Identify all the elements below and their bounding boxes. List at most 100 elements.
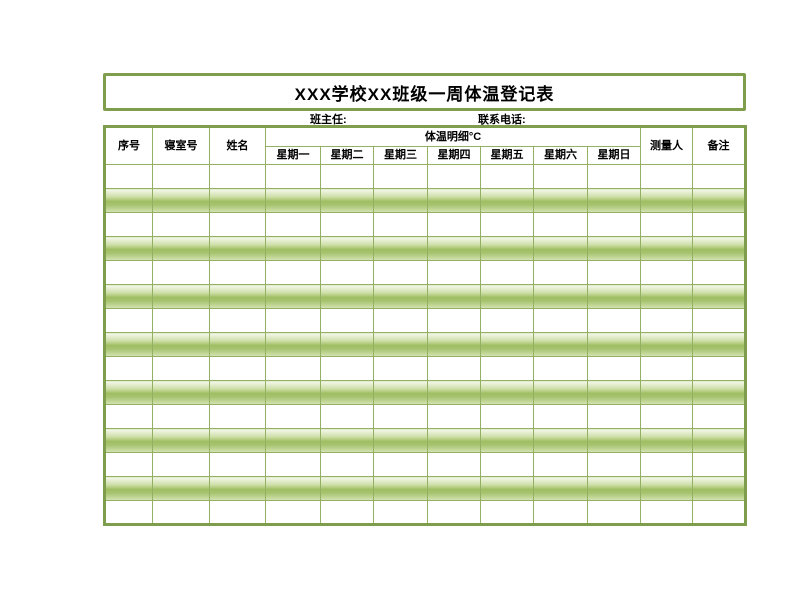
table-cell [320, 476, 374, 501]
table-cell [209, 380, 266, 405]
table-cell [533, 260, 588, 285]
table-cell [209, 212, 266, 237]
table-cell [533, 212, 588, 237]
table-cell [320, 404, 374, 429]
table-cell [533, 428, 588, 453]
table-cell [427, 500, 481, 525]
table-cell [427, 260, 481, 285]
table-cell [373, 356, 428, 381]
table-cell [480, 164, 534, 189]
table-cell [586, 260, 642, 285]
table-cell [480, 380, 534, 405]
table-cell [533, 164, 588, 189]
table-cell [480, 284, 534, 309]
header-row-top: 序号 寝室号 姓名 体温明细°C 测量人 备注 [104, 126, 747, 165]
table-cell [427, 476, 481, 501]
table-cell [640, 380, 694, 405]
table-cell [427, 332, 481, 357]
table-cell [209, 236, 266, 261]
table-cell [152, 188, 210, 213]
table-cell [104, 260, 153, 285]
table-cell [692, 476, 747, 501]
table-cell [586, 428, 642, 453]
table-cell [480, 476, 534, 501]
table-cell [427, 380, 481, 405]
table-cell [427, 236, 481, 261]
table-cell [152, 476, 210, 501]
table-cell [152, 212, 210, 237]
table-cell [692, 404, 747, 429]
table-cell [373, 164, 428, 189]
table-cell [533, 476, 588, 501]
table-cell [692, 260, 747, 285]
phone-label: 联系电话: [478, 114, 526, 126]
table-cell [480, 260, 534, 285]
table-cell [104, 164, 153, 189]
table-cell [427, 404, 481, 429]
table-cell [640, 428, 694, 453]
table-cell [320, 308, 374, 333]
table-cell [152, 332, 210, 357]
header-day-wednesday: 星期三 [373, 146, 428, 165]
table-cell [692, 236, 747, 261]
table-cell [692, 188, 747, 213]
table-cell [320, 164, 374, 189]
table-cell [373, 380, 428, 405]
table-row [104, 500, 747, 525]
table-cell [480, 212, 534, 237]
table-cell [427, 188, 481, 213]
table-cell [320, 260, 374, 285]
table-cell [373, 236, 428, 261]
table-row [104, 332, 747, 357]
table-cell [265, 452, 321, 477]
page-title: XXX学校XX班级一周体温登记表 [294, 84, 555, 104]
header-day-tuesday: 星期二 [320, 146, 374, 165]
table-cell [209, 428, 266, 453]
table-cell [152, 356, 210, 381]
table-cell [209, 500, 266, 525]
header-row-days: 星期一 星期二 星期三 星期四 星期五 星期六 星期日 [105, 146, 746, 165]
table-row [104, 476, 747, 501]
table-cell [640, 260, 694, 285]
table-cell [320, 428, 374, 453]
table-cell [533, 380, 588, 405]
table-cell [427, 212, 481, 237]
table-cell [480, 236, 534, 261]
table-cell [640, 356, 694, 381]
table-cell [104, 308, 153, 333]
table-cell [373, 500, 428, 525]
table-cell [533, 452, 588, 477]
table-row [104, 260, 747, 285]
table-cell [640, 404, 694, 429]
table-cell [533, 356, 588, 381]
table-header: 序号 寝室号 姓名 体温明细°C 测量人 备注 星期一 星期二 星期三 星期四 … [104, 126, 747, 165]
table-cell [209, 188, 266, 213]
teacher-label: 班主任: [310, 114, 347, 126]
header-day-sunday: 星期日 [586, 146, 642, 165]
table-cell [480, 404, 534, 429]
header-name: 姓名 [209, 126, 266, 165]
table-cell [152, 308, 210, 333]
header-day-friday: 星期五 [480, 146, 534, 165]
table-cell [586, 236, 642, 261]
table-cell [104, 188, 153, 213]
table-row [104, 212, 747, 237]
table-cell [320, 500, 374, 525]
table-cell [586, 380, 642, 405]
header-serial: 序号 [104, 126, 153, 165]
table-cell [265, 332, 321, 357]
table-cell [320, 212, 374, 237]
table-cell [265, 500, 321, 525]
table-row [104, 404, 747, 429]
table-cell [373, 332, 428, 357]
table-cell [427, 452, 481, 477]
table-cell [640, 236, 694, 261]
table-cell [265, 428, 321, 453]
table-cell [104, 212, 153, 237]
table-cell [373, 404, 428, 429]
table-cell [692, 452, 747, 477]
table-cell [692, 380, 747, 405]
header-day-monday: 星期一 [265, 146, 321, 165]
table-cell [427, 356, 481, 381]
table-cell [209, 332, 266, 357]
